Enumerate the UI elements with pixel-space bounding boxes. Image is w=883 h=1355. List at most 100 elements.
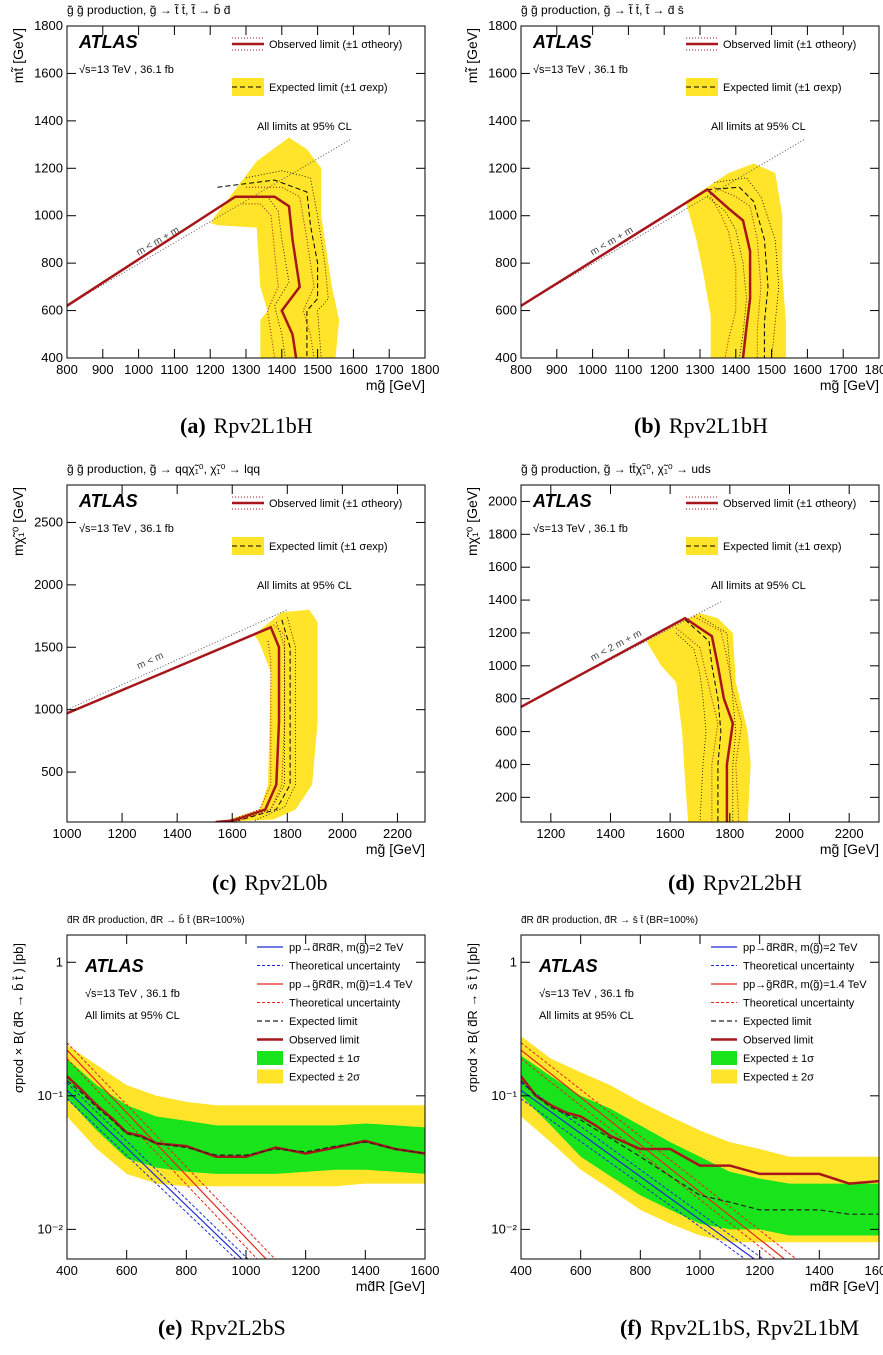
x-tick-label: 400 — [510, 1263, 532, 1278]
y-tick-label: 10⁻¹ — [37, 1088, 63, 1103]
x-tick-label: 2000 — [775, 826, 804, 841]
y-tick-label: 2000 — [488, 493, 517, 508]
x-tick-label: 1200 — [108, 826, 137, 841]
observed-limit-line — [521, 1075, 879, 1185]
y-tick-label: 1800 — [34, 18, 63, 33]
kinematic-limit-label: m < m — [135, 650, 165, 672]
legend-swatch — [711, 1069, 737, 1084]
legend-label: Expected ± 2σ — [289, 1072, 360, 1084]
plot-area — [521, 601, 751, 822]
expected-limit-line — [217, 179, 319, 358]
y-axis-label: σprod × B( d̃R → s̄ t̄ ) [pb] — [465, 943, 480, 1092]
expected-limit-line — [707, 186, 769, 358]
plot-area — [67, 1042, 425, 1259]
x-tick-label: 800 — [175, 1263, 197, 1278]
atlas-logo: ATLAS — [78, 32, 138, 52]
x-tick-label: 2000 — [328, 826, 357, 841]
observed-limit-line — [67, 195, 302, 358]
legend-label: Theoretical uncertainty — [289, 961, 401, 973]
caption-text: Rpv2L1bH — [214, 413, 313, 438]
x-axis-label: mg̃ [GeV] — [366, 377, 425, 393]
y-tick-label: 500 — [41, 764, 63, 779]
atlas-logo: ATLAS — [532, 32, 592, 52]
legend-observed-label: Observed limit (±1 σtheory) — [723, 498, 856, 510]
cl-note: All limits at 95% CL — [257, 580, 352, 592]
plot-frame — [520, 484, 880, 823]
observed-minus-line — [242, 203, 279, 358]
panel-b: m < m + m 800 900 1000 1100 1200 1300 1400 1500 1… — [464, 2, 883, 438]
x-tick-label: 1300 — [686, 362, 715, 377]
x-tick-label: 1800 — [273, 826, 302, 841]
process-title: g̃ g̃ production, g̃ → tt̄χ̃₁⁰, χ̃₁⁰ → u… — [521, 462, 711, 476]
expected-plus-line — [675, 632, 707, 822]
y-tick-label: 600 — [41, 303, 63, 318]
y-tick-label: 200 — [495, 789, 517, 804]
legend-label: pp→g̃Rd̃R, m(g̃)=1.4 TeV — [743, 979, 867, 991]
expected-limit-line — [684, 619, 722, 822]
legend-observed-label: Observed limit (±1 σtheory) — [269, 498, 402, 510]
legend-label: Theoretical uncertainty — [289, 998, 401, 1010]
legend-label: Observed limit — [743, 1035, 813, 1047]
cl-note: All limits at 95% CL — [711, 121, 806, 133]
panel-caption: (c) Rpv2L0b — [212, 870, 328, 895]
panel-f: 400 600 800 1000 1200 1400 1600 10⁻² 10⁻¹ 1 md̃R [… — [465, 914, 883, 1340]
observed-minus-line — [710, 196, 737, 358]
x-tick-label: 800 — [629, 1263, 651, 1278]
expected-limit-line — [237, 619, 291, 822]
legend-label: Theoretical uncertainty — [743, 961, 855, 973]
expected-band — [221, 609, 318, 822]
observed-plus-line — [693, 616, 743, 822]
theory-2tev-up — [67, 1082, 249, 1259]
x-tick-label: 1800 — [411, 362, 440, 377]
energy-label: √s=13 TeV , 36.1 fb — [79, 523, 174, 535]
x-tick-label: 1400 — [163, 826, 192, 841]
x-tick-label: 1100 — [160, 362, 188, 377]
x-tick-label: 1700 — [829, 362, 858, 377]
theory-14tev-line — [67, 1049, 267, 1259]
observed-limit-line — [521, 616, 735, 822]
x-tick-label: 1800 — [715, 826, 744, 841]
expected-plus-line — [706, 196, 747, 358]
plot-area — [67, 609, 318, 822]
cl-note: All limits at 95% CL — [539, 1010, 634, 1022]
plot-frame — [66, 484, 426, 823]
x-tick-label: 1200 — [291, 1263, 320, 1278]
x-tick-label: 1000 — [686, 1263, 715, 1278]
expected-limit-line — [67, 1080, 425, 1156]
x-tick-label: 1600 — [793, 362, 822, 377]
x-tick-label: 900 — [92, 362, 114, 377]
y-tick-label: 400 — [495, 756, 517, 771]
y-tick-label: 1600 — [488, 559, 517, 574]
caption-text: Rpv2L1bH — [669, 413, 768, 438]
atlas-logo: ATLAS — [78, 491, 138, 511]
caption-text: Rpv2L1bS, Rpv2L1bM — [650, 1315, 859, 1340]
x-tick-label: 2200 — [835, 826, 864, 841]
expected-minus-line — [245, 170, 329, 358]
y-tick-label: 1400 — [488, 592, 517, 607]
legend-label: Expected ± 2σ — [743, 1072, 814, 1084]
x-tick-label: 1800 — [865, 362, 883, 377]
y-tick-label: 1600 — [34, 65, 63, 80]
panel-caption: (b) Rpv2L1bH — [634, 413, 768, 438]
y-tick-label: 1400 — [488, 113, 517, 128]
x-tick-label: 800 — [510, 362, 532, 377]
y-tick-label: 1000 — [34, 702, 63, 717]
x-tick-label: 1400 — [267, 362, 296, 377]
x-axis-label: mg̃ [GeV] — [366, 841, 425, 857]
y-tick-label: 1000 — [488, 208, 517, 223]
caption-text: Rpv2L2bH — [703, 870, 802, 895]
expected-minus-line — [254, 617, 297, 822]
y-tick-label: 600 — [495, 724, 517, 739]
x-tick-label: 1500 — [757, 362, 786, 377]
legend-label: pp→d̃Rd̃R, m(g̃)=2 TeV — [289, 942, 404, 954]
x-tick-label: 800 — [56, 362, 78, 377]
y-axis-label: mt̃ [GeV] — [464, 28, 480, 83]
y-tick-label: 1 — [56, 954, 63, 969]
y-tick-label: 1400 — [34, 113, 63, 128]
y-tick-label: 1600 — [488, 65, 517, 80]
y-tick-label: 1500 — [34, 639, 63, 654]
panel-caption: (e) Rpv2L2bS — [158, 1315, 286, 1340]
x-tick-label: 400 — [56, 1263, 78, 1278]
theory-14tev-down — [521, 1058, 777, 1259]
y-tick-label: 600 — [495, 303, 517, 318]
